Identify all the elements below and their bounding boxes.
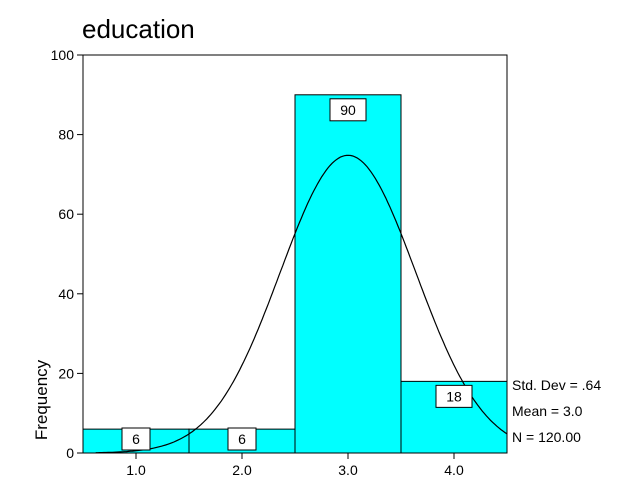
stat-n: N = 120.00 [512,429,581,445]
stats-box: Std. Dev = .64 Mean = 3.0 N = 120.00 [512,377,601,445]
bar-3.0 [294,94,402,454]
chart-title: education [82,14,195,44]
x-tick-label-2.0: 2.0 [232,462,252,478]
bars-group [82,94,508,454]
y-tick-label-60: 60 [58,206,74,222]
stat-std-dev: Std. Dev = .64 [512,377,601,393]
normal-curve-layer [95,154,508,454]
y-tick-label-0: 0 [66,445,74,461]
plot-frame [82,54,508,454]
data-labels-group: 6 6 90 18 [121,98,473,451]
data-label-1.0: 6 [132,431,140,447]
data-label-box-3.0 [329,98,367,122]
x-tick-label-3.0: 3.0 [338,462,358,478]
y-tick-label-100: 100 [51,47,75,63]
x-axis: 1.0 2.0 3.0 4.0 [126,453,464,478]
y-tick-label-80: 80 [58,127,74,143]
y-tick-label-20: 20 [58,365,74,381]
data-label-3.0: 90 [340,102,356,118]
x-tick-label-4.0: 4.0 [444,462,464,478]
x-tick-label-1.0: 1.0 [126,462,146,478]
y-axis-label: Frequency [32,359,51,440]
stat-mean: Mean = 3.0 [512,403,583,419]
normal-curve-line [95,154,508,454]
y-axis: 0 20 40 60 80 100 [51,47,83,461]
data-label-4.0: 18 [446,388,462,404]
data-label-box-4.0 [435,384,473,408]
y-tick-label-40: 40 [58,286,74,302]
data-label-box-1.0 [121,427,151,451]
data-label-2.0: 6 [238,431,246,447]
data-label-box-2.0 [227,427,257,451]
